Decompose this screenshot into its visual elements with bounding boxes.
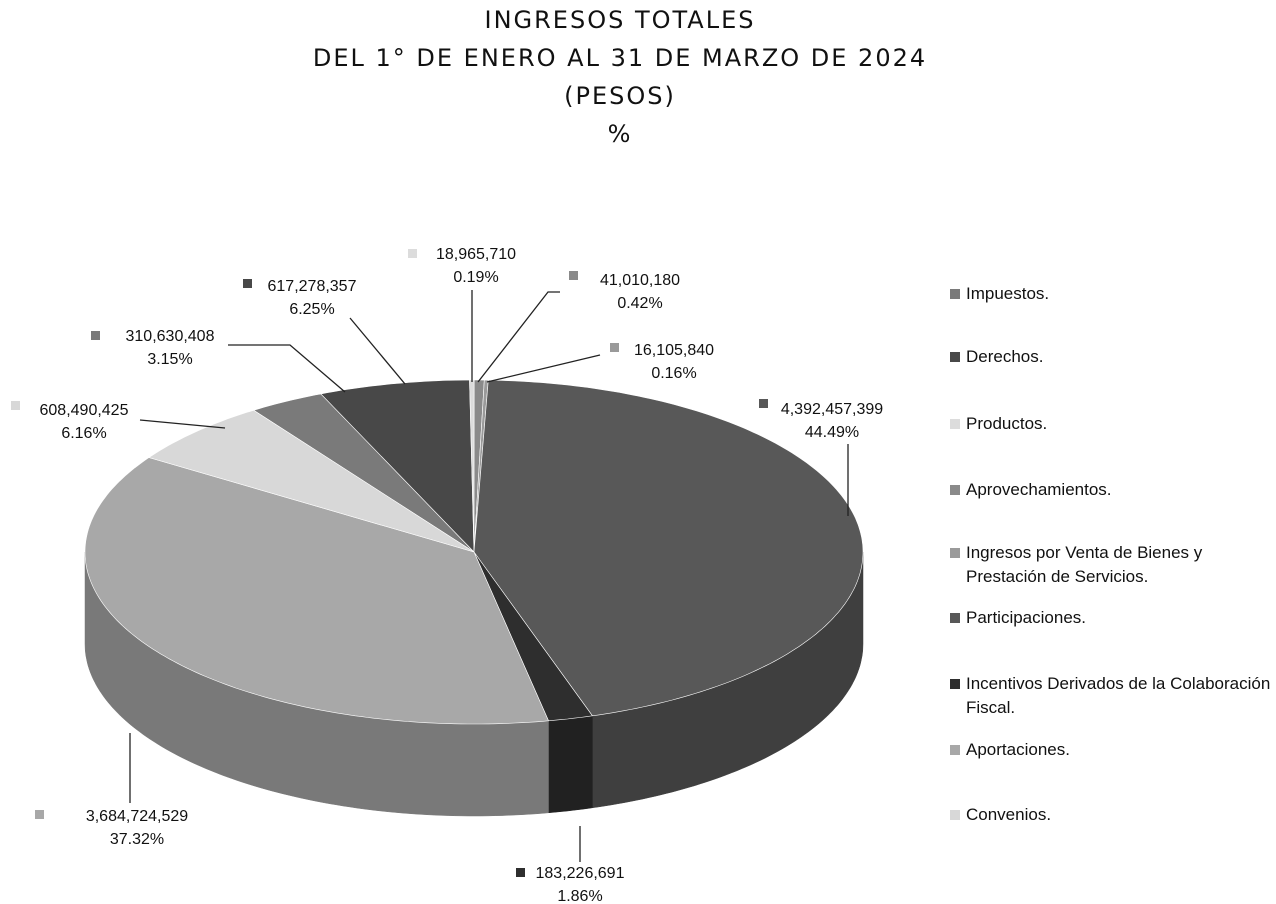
data-label: 617,278,357 <box>268 278 357 295</box>
leader-line <box>477 291 560 383</box>
legend-label: Derechos. <box>966 347 1044 366</box>
data-label: 1.86% <box>557 888 602 904</box>
data-label: 0.16% <box>651 365 696 382</box>
leader-line <box>228 344 346 393</box>
label-swatch <box>243 279 252 288</box>
label-swatch <box>11 401 20 410</box>
pie-tops <box>84 379 864 725</box>
legend-item: Ingresos por Venta de Bienes y Prestació… <box>950 541 1272 589</box>
data-label: 608,490,425 <box>40 402 129 419</box>
slice <box>252 393 475 553</box>
legend-item: Impuestos. <box>950 282 1272 306</box>
label-swatch <box>91 331 100 340</box>
data-label: 183,226,691 <box>536 865 625 882</box>
label-swatch <box>759 399 768 408</box>
data-label: 37.32% <box>110 831 164 848</box>
label-swatch <box>408 249 417 258</box>
chart-title: INGRESOS TOTALES <box>485 6 756 34</box>
slice-side <box>548 715 593 814</box>
data-label: 6.25% <box>289 301 334 318</box>
legend-label: Ingresos por Venta de Bienes y Prestació… <box>966 543 1203 586</box>
legend-swatch <box>950 745 960 755</box>
data-label: 4,392,457,399 <box>781 401 883 418</box>
legend-swatch <box>950 679 960 689</box>
legend-item: Incentivos Derivados de la Colaboración … <box>950 672 1272 720</box>
leader-line <box>139 419 226 429</box>
data-label: 3.15% <box>147 351 192 368</box>
legend-label: Productos. <box>966 414 1048 433</box>
data-label: 16,105,840 <box>634 342 714 359</box>
legend-swatch <box>950 810 960 820</box>
data-label: 3,684,724,529 <box>86 808 188 825</box>
data-label: 44.49% <box>805 424 859 441</box>
data-label: 0.42% <box>617 295 662 312</box>
legend-item: Productos. <box>950 412 1272 436</box>
legend-label: Incentivos Derivados de la Colaboración … <box>966 674 1271 717</box>
slice <box>473 551 593 722</box>
slice <box>320 379 475 553</box>
legend-item: Aprovechamientos. <box>950 478 1272 502</box>
legend-swatch <box>950 419 960 429</box>
leader-line <box>486 354 601 383</box>
legend-swatch <box>950 289 960 299</box>
data-label: 18,965,710 <box>436 246 516 263</box>
data-label: 310,630,408 <box>126 328 215 345</box>
data-label: 6.16% <box>61 425 106 442</box>
chart-title: % <box>608 120 633 148</box>
legend-label: Participaciones. <box>966 608 1087 627</box>
slice <box>84 457 549 725</box>
legend-item: Derechos. <box>950 345 1272 369</box>
legend-item: Aportaciones. <box>950 738 1272 762</box>
legend-swatch <box>950 352 960 362</box>
legend-label: Convenios. <box>966 805 1052 824</box>
label-swatch <box>35 810 44 819</box>
legend-label: Aportaciones. <box>966 740 1070 759</box>
label-swatch <box>610 343 619 352</box>
legend-item: Convenios. <box>950 803 1272 827</box>
legend-label: Impuestos. <box>966 284 1050 303</box>
label-swatch <box>516 868 525 877</box>
legend-label: Aprovechamientos. <box>966 480 1112 499</box>
pie-sides <box>84 551 864 817</box>
leader-line <box>349 317 406 385</box>
legend-swatch <box>950 548 960 558</box>
chart-title: DEL 1° DE ENERO AL 31 DE MARZO DE 2024 <box>313 44 927 72</box>
slice <box>473 379 864 717</box>
data-label: 0.19% <box>453 269 498 286</box>
data-label: 41,010,180 <box>600 272 680 289</box>
label-swatch <box>569 271 578 280</box>
chart-title: (PESOS) <box>564 82 676 110</box>
legend-swatch <box>950 613 960 623</box>
legend-swatch <box>950 485 960 495</box>
slice <box>148 409 475 553</box>
legend-item: Participaciones. <box>950 606 1272 630</box>
